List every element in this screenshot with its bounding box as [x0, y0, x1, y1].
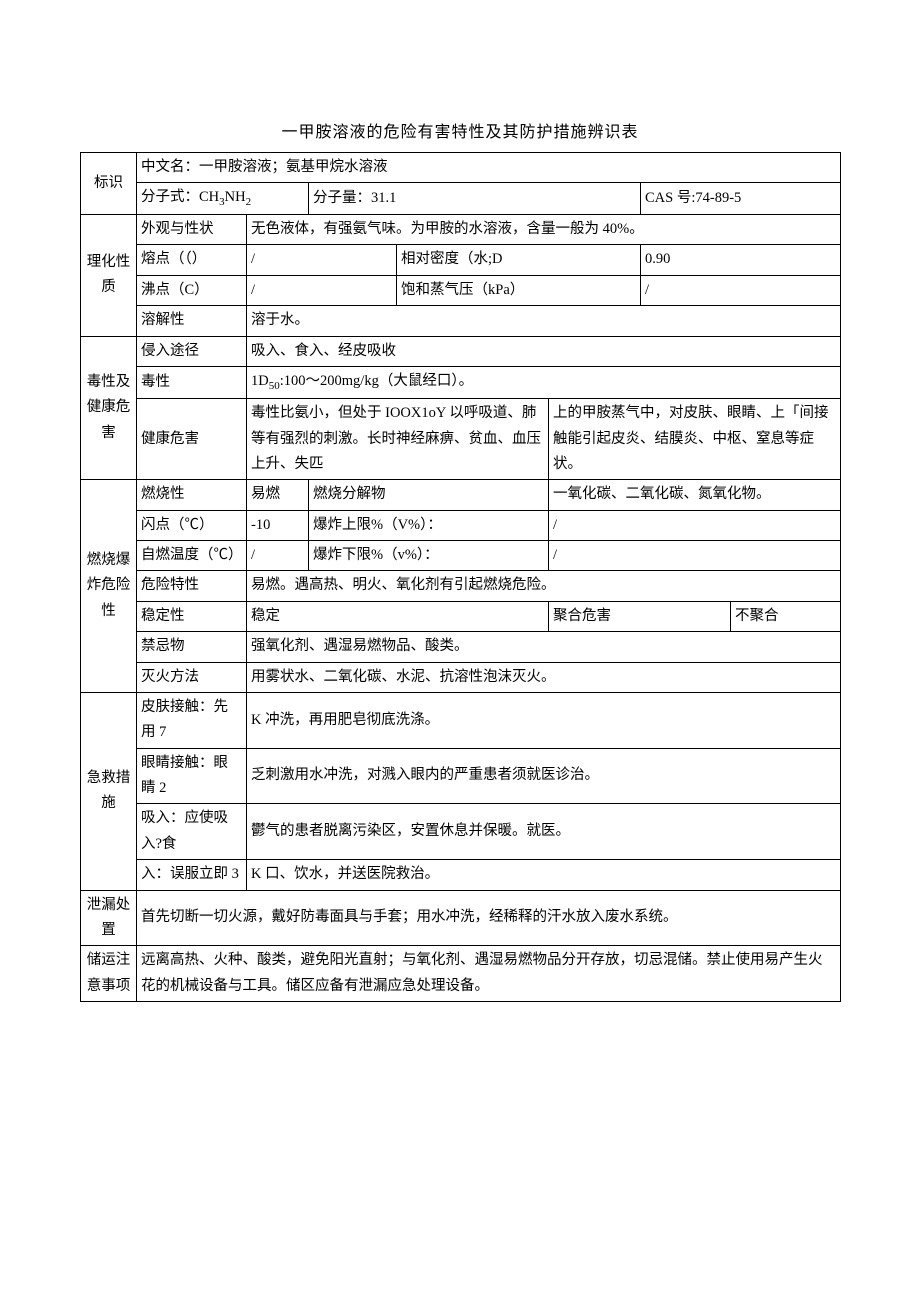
storage-value: 远离高热、火种、酸类，避免阳光直射；与氧化剂、遇湿易燃物品分开存放，切忌混储。禁… — [137, 946, 841, 1002]
formula-sub2: 2 — [246, 196, 252, 208]
page-title: 一甲胺溶液的危险有害特性及其防护措施辨识表 — [80, 120, 840, 146]
section-leakage: 泄漏处置 — [81, 890, 137, 946]
hazard-col1: 毒性比氨小，但处于 IOOX1oY 以呼吸道、肺等有强烈的刺激。长时神经麻痹、贫… — [247, 399, 549, 480]
section-storage: 储运注意事项 — [81, 946, 137, 1002]
extinguish-value: 用雾状水、二氧化碳、水泥、抗溶性泡沫灭火。 — [247, 662, 841, 692]
decomp-label: 燃烧分解物 — [309, 480, 549, 510]
tox-label: 毒性 — [137, 366, 247, 398]
tox-sub: 50 — [269, 380, 280, 392]
formula-prefix: CH — [199, 189, 219, 205]
hazard-label: 健康危害 — [137, 399, 247, 480]
uel-value: / — [549, 510, 841, 540]
appearance-value: 无色液体，有强氨气味。为甲胺的水溶液，含量一般为 40%。 — [247, 215, 841, 245]
formula-cell: 分子式：CH3NH2 — [137, 182, 309, 214]
hazard-col2: 上的甲胺蒸气中，对皮肤、眼睛、上「间接触能引起皮炎、结膜炎、中枢、窒息等症状。 — [549, 399, 841, 480]
bp-value: / — [247, 275, 397, 305]
ingest-value: K 口、饮水，并送医院救治。 — [247, 860, 841, 890]
flammability-label: 燃烧性 — [137, 480, 247, 510]
section-firstaid: 急救措施 — [81, 692, 137, 890]
extinguish-label: 灭火方法 — [137, 662, 247, 692]
tox-post: :100～200mg/kg（大鼠经口）。 — [280, 373, 473, 389]
lel-label: 爆炸下限%（v%）： — [309, 541, 549, 571]
mp-label: 熔点（（） — [137, 245, 247, 275]
eye-label: 眼睛接触：眼睛 2 — [137, 748, 247, 804]
ait-label: 自燃温度（℃） — [137, 541, 247, 571]
flashpoint-value: -10 — [247, 510, 309, 540]
route-value: 吸入、食入、经皮吸收 — [247, 336, 841, 366]
skin-label: 皮肤接触：先用 7 — [137, 692, 247, 748]
ingest-label: 入：误服立即 3 — [137, 860, 247, 890]
vapor-value: / — [641, 275, 841, 305]
lel-value: / — [549, 541, 841, 571]
formula-label: 分子式： — [141, 189, 199, 205]
solubility-label: 溶解性 — [137, 306, 247, 336]
skin-value: K 冲洗，再用肥皂彻底洗涤。 — [247, 692, 841, 748]
mw-label: 分子量： — [313, 190, 371, 206]
chinese-name-value: 一甲胺溶液；氨基甲烷水溶液 — [199, 159, 388, 175]
flammability-value: 易燃 — [247, 480, 309, 510]
route-label: 侵入途径 — [137, 336, 247, 366]
appearance-label: 外观与性状 — [137, 215, 247, 245]
tox-pre: 1D — [251, 373, 269, 389]
vapor-label: 饱和蒸气压（kPa） — [397, 275, 641, 305]
cas-label: CAS 号: — [645, 190, 695, 206]
section-identification: 标识 — [81, 152, 137, 215]
chinese-name-label: 中文名： — [141, 159, 199, 175]
cas-cell: CAS 号:74-89-5 — [641, 182, 841, 214]
inhale-label: 吸入：应使吸入?食 — [137, 804, 247, 860]
section-combustion: 燃烧爆炸危险性 — [81, 480, 137, 693]
section-toxicity: 毒性及健康危害 — [81, 336, 137, 480]
flashpoint-label: 闪点（℃） — [137, 510, 247, 540]
leakage-value: 首先切断一切火源，戴好防毒面具与手套；用水冲洗，经稀释的汗水放入废水系统。 — [137, 890, 841, 946]
inhale-value: 鬱气的患者脱离污染区，安置休息并保暖。就医。 — [247, 804, 841, 860]
uel-label: 爆炸上限%（V%）： — [309, 510, 549, 540]
mp-value: / — [247, 245, 397, 275]
poly-label: 聚合危害 — [549, 601, 731, 631]
bp-label: 沸点（C） — [137, 275, 247, 305]
stability-value: 稳定 — [247, 601, 549, 631]
hazchar-label: 危险特性 — [137, 571, 247, 601]
density-value: 0.90 — [641, 245, 841, 275]
stability-label: 稳定性 — [137, 601, 247, 631]
eye-value: 乏刺激用水冲洗，对溅入眼内的严重患者须就医诊治。 — [247, 748, 841, 804]
decomp-value: 一氧化碳、二氧化碳、氮氧化物。 — [549, 480, 841, 510]
section-physchem: 理化性质 — [81, 215, 137, 337]
cas-value: 74-89-5 — [695, 190, 741, 206]
tox-value: 1D50:100～200mg/kg（大鼠经口）。 — [247, 366, 841, 398]
poly-value: 不聚合 — [731, 601, 841, 631]
mw-value: 31.1 — [371, 190, 396, 206]
mw-cell: 分子量：31.1 — [309, 182, 641, 214]
hazchar-value: 易燃。遇高热、明火、氧化剂有引起燃烧危险。 — [247, 571, 841, 601]
density-label: 相对密度（水;D — [397, 245, 641, 275]
hazard-table: 标识 中文名：一甲胺溶液；氨基甲烷水溶液 分子式：CH3NH2 分子量：31.1… — [80, 152, 841, 1002]
taboo-label: 禁忌物 — [137, 632, 247, 662]
ait-value: / — [247, 541, 309, 571]
chinese-name-row: 中文名：一甲胺溶液；氨基甲烷水溶液 — [137, 152, 841, 182]
solubility-value: 溶于水。 — [247, 306, 841, 336]
taboo-value: 强氧化剂、遇湿易燃物品、酸类。 — [247, 632, 841, 662]
formula-mid: NH — [225, 189, 246, 205]
